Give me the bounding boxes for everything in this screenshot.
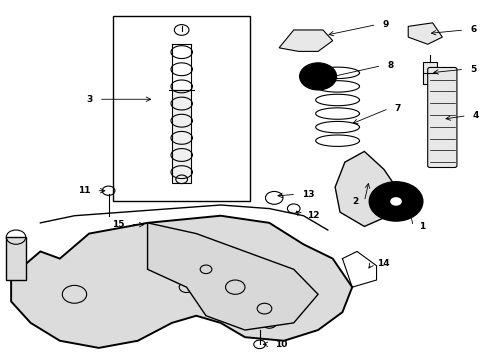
Text: 12: 12: [307, 211, 319, 220]
Text: 15: 15: [112, 220, 124, 229]
Bar: [114, 16, 250, 202]
Text: 14: 14: [377, 260, 390, 269]
Polygon shape: [147, 223, 318, 330]
Bar: [172, 90, 192, 183]
Text: 13: 13: [302, 190, 315, 199]
Polygon shape: [279, 30, 333, 51]
Text: 10: 10: [275, 340, 288, 349]
Polygon shape: [408, 23, 442, 44]
Text: 5: 5: [470, 65, 476, 74]
Text: 7: 7: [394, 104, 401, 113]
Text: 2: 2: [352, 197, 359, 206]
Polygon shape: [11, 216, 352, 348]
Polygon shape: [335, 152, 398, 226]
Bar: [423, 62, 438, 84]
Text: 8: 8: [387, 61, 393, 70]
Text: 4: 4: [472, 111, 479, 120]
Circle shape: [369, 182, 423, 221]
Circle shape: [306, 68, 330, 85]
Circle shape: [390, 197, 402, 206]
Text: 6: 6: [470, 26, 476, 35]
Circle shape: [380, 190, 412, 213]
Text: 3: 3: [87, 95, 93, 104]
FancyBboxPatch shape: [428, 67, 457, 167]
Text: 1: 1: [419, 222, 425, 231]
Bar: [6, 237, 26, 280]
Circle shape: [299, 63, 337, 90]
Text: 9: 9: [382, 20, 389, 29]
Text: 11: 11: [78, 186, 91, 195]
